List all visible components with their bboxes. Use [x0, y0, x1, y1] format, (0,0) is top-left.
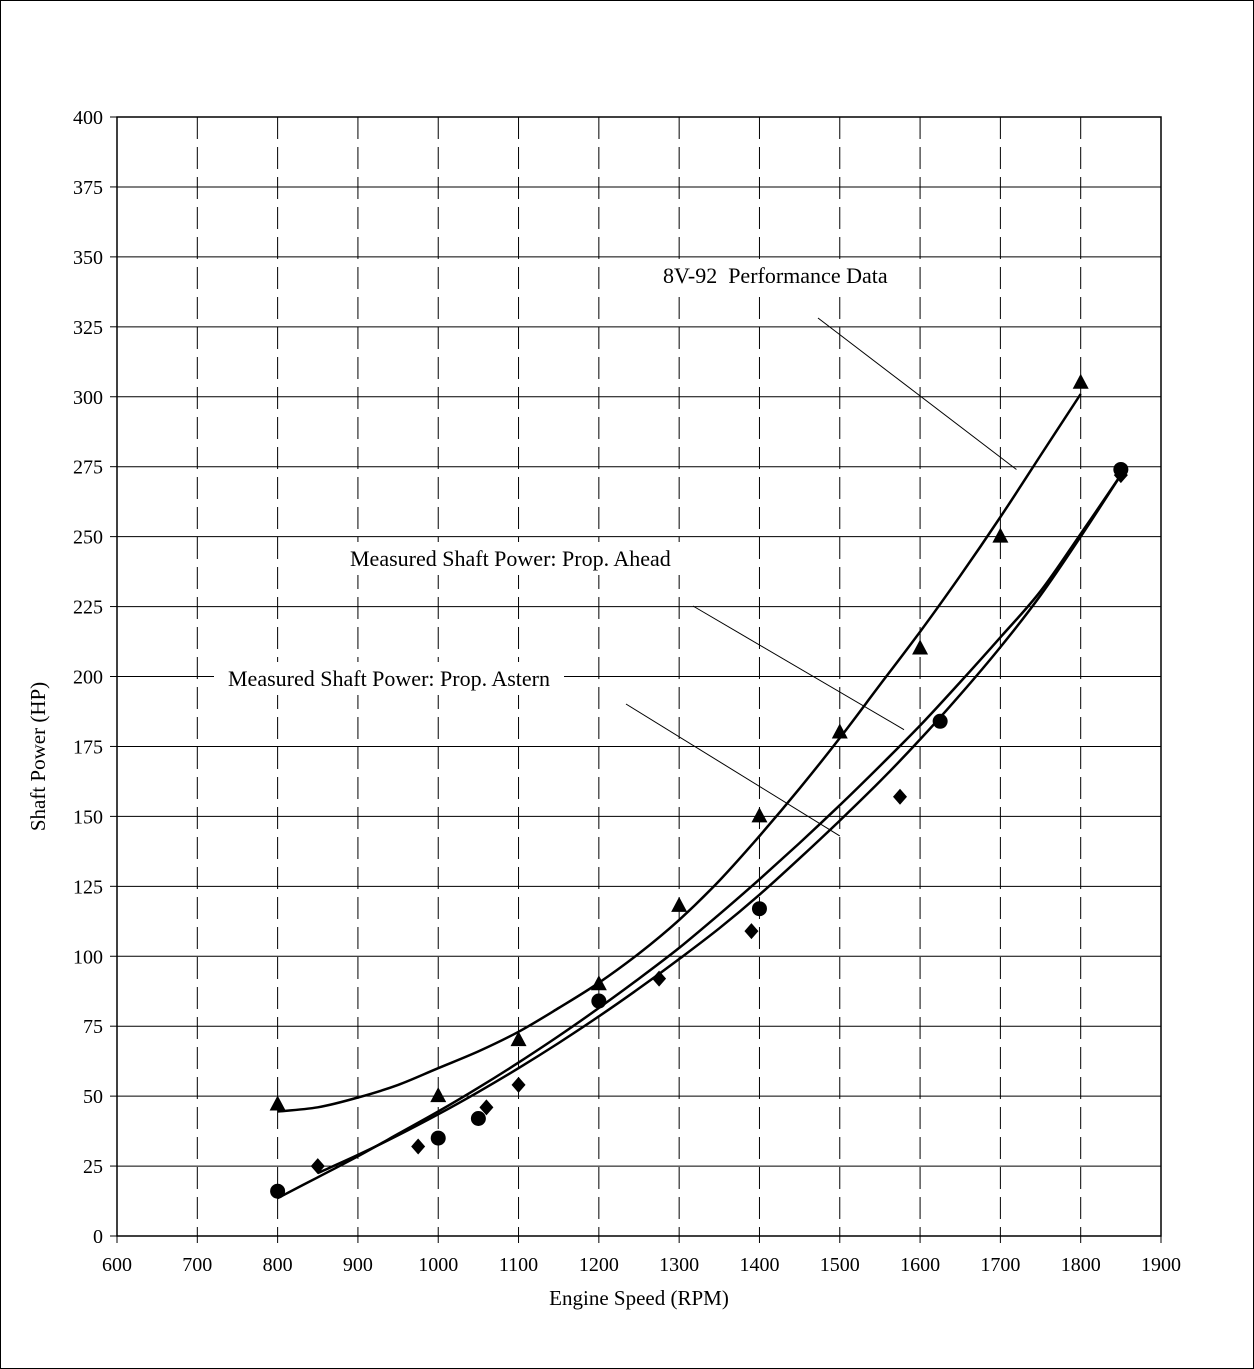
triangle-marker: [269, 1095, 286, 1111]
x-tick-label: 600: [102, 1254, 132, 1276]
y-tick-label: 175: [73, 736, 103, 758]
x-axis-ticks: 600 700 800 900 1000 1100 1200 1300 1400 1500 1600…: [102, 1236, 1181, 1276]
x-tick-label: 1300: [659, 1254, 699, 1276]
x-tick-label: 1700: [980, 1254, 1020, 1276]
triangle-marker: [912, 639, 929, 655]
diamond-marker: [310, 1158, 325, 1175]
annotation-performance-bg: [649, 259, 902, 292]
x-tick-label: 1900: [1141, 1254, 1181, 1276]
y-tick-label: 325: [73, 317, 103, 339]
annotation-ahead-bg: [336, 542, 685, 575]
y-tick-label: 375: [73, 177, 103, 199]
diamond-marker: [511, 1076, 526, 1093]
y-tick-label: 400: [73, 107, 103, 129]
y-tick-label: 75: [83, 1016, 103, 1038]
data-markers: [269, 373, 1129, 1199]
triangle-marker: [671, 896, 688, 912]
y-tick-label: 350: [73, 247, 103, 269]
triangle-marker: [510, 1031, 527, 1047]
circle-marker: [270, 1183, 286, 1199]
x-tick-label: 800: [263, 1254, 293, 1276]
triangle-marker: [751, 807, 768, 823]
trend-line: [277, 393, 1082, 1113]
y-tick-label: 250: [73, 527, 103, 549]
x-tick-label: 900: [343, 1254, 373, 1276]
y-tick-label: 300: [73, 387, 103, 409]
y-tick-label: 50: [83, 1086, 103, 1108]
leader-line: [625, 703, 841, 837]
circle-marker: [751, 901, 767, 917]
annotation-ahead: Measured Shaft Power: Prop. Ahead: [350, 546, 671, 571]
y-tick-label: 25: [83, 1156, 103, 1178]
circle-marker: [470, 1111, 486, 1127]
circle-marker: [591, 993, 607, 1009]
x-tick-label: 1400: [739, 1254, 779, 1276]
y-tick-label: 100: [73, 946, 103, 968]
diamond-marker: [744, 923, 759, 940]
x-tick-label: 1800: [1061, 1254, 1101, 1276]
trend-line: [277, 474, 1122, 1200]
y-tick-label: 200: [73, 667, 103, 689]
triangle-marker: [430, 1087, 447, 1103]
annotation-astern-bg: [214, 662, 565, 695]
triangle-marker: [1072, 373, 1089, 389]
y-axis-ticks: 0 25 50 75 100 125 150 175 200 225 250 275 300 325 350…: [73, 107, 117, 1248]
annotation-performance: 8V-92 Performance Data: [663, 263, 888, 288]
x-tick-label: 1100: [499, 1254, 538, 1276]
diamond-marker: [893, 788, 907, 805]
triangle-marker: [831, 723, 848, 739]
x-tick-label: 1200: [579, 1254, 619, 1276]
diamond-marker: [652, 970, 667, 987]
y-tick-label: 125: [73, 876, 103, 898]
x-tick-label: 1600: [900, 1254, 940, 1276]
x-tick-label: 700: [182, 1254, 212, 1276]
x-tick-label: 1000: [418, 1254, 458, 1276]
annotation-leaders: [625, 317, 1017, 837]
diamond-marker: [1113, 467, 1128, 484]
leader-line: [692, 605, 905, 731]
trend-line: [317, 474, 1122, 1175]
annotation-astern: Measured Shaft Power: Prop. Astern: [228, 666, 550, 691]
y-axis-title: Shaft Power (HP): [26, 682, 50, 831]
circle-marker: [430, 1130, 446, 1146]
circle-marker: [932, 713, 948, 729]
y-tick-label: 0: [93, 1226, 103, 1248]
triangle-marker: [590, 975, 607, 991]
x-tick-label: 1500: [820, 1254, 860, 1276]
y-tick-label: 150: [73, 806, 103, 828]
leader-line: [817, 317, 1017, 470]
y-tick-label: 275: [73, 457, 103, 479]
x-axis-title: Engine Speed (RPM): [549, 1286, 729, 1310]
y-tick-label: 225: [73, 597, 103, 619]
diamond-marker: [411, 1138, 426, 1155]
diamond-marker: [479, 1099, 494, 1116]
triangle-marker: [992, 527, 1009, 543]
trend-curves: [277, 393, 1122, 1200]
